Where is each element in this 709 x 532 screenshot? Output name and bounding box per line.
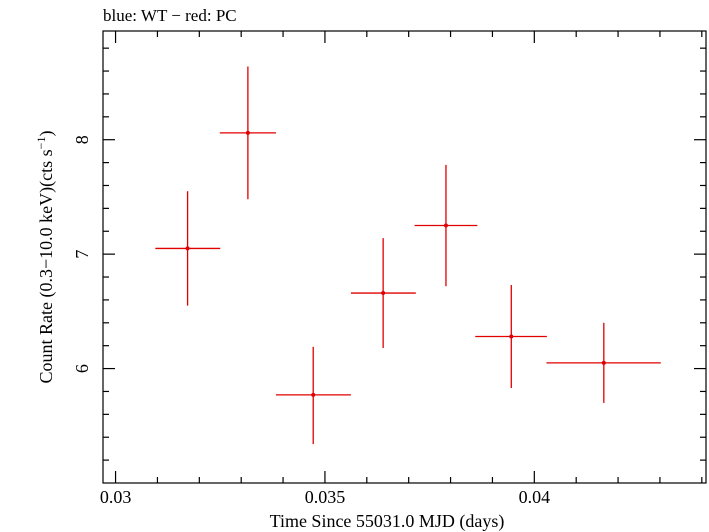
point-marker [601, 360, 606, 365]
chart-title: blue: WT − red: PC [103, 6, 237, 25]
x-axis-ticks [114, 31, 703, 483]
point-marker [185, 246, 190, 251]
x-tick-label: 0.035 [305, 487, 346, 507]
data-point [219, 66, 276, 200]
y-axis-label-close: ) [36, 131, 57, 137]
y-axis-label-superscript: −1 [34, 137, 48, 150]
point-marker [311, 392, 316, 397]
point-marker [509, 334, 514, 339]
x-tick-label: 0.03 [100, 487, 132, 507]
data-point [155, 191, 221, 306]
y-tick-label: 7 [72, 250, 92, 259]
y-axis-label: Count Rate (0.3−10.0 keV)(cts s−1) [34, 131, 57, 384]
point-marker [443, 223, 448, 228]
data-series [155, 66, 661, 445]
data-point [350, 238, 416, 348]
plot-frame [102, 30, 707, 484]
point-marker [381, 291, 386, 296]
x-axis-label: Time Since 55031.0 MJD (days) [270, 511, 505, 532]
x-tick-label: 0.04 [519, 487, 551, 507]
y-tick-label: 8 [72, 135, 92, 144]
y-axis-ticks [103, 47, 706, 461]
x-axis-tick-labels: 0.03 0.035 0.04 [100, 487, 550, 507]
point-marker [245, 130, 250, 135]
data-point [546, 322, 661, 403]
data-point [275, 346, 351, 445]
data-point [414, 164, 478, 287]
y-axis-tick-labels: 6 7 8 [72, 135, 92, 373]
y-tick-label: 6 [72, 364, 92, 373]
y-axis-label-main: Count Rate (0.3−10.0 keV)(cts s [36, 149, 57, 383]
data-point [475, 285, 547, 389]
